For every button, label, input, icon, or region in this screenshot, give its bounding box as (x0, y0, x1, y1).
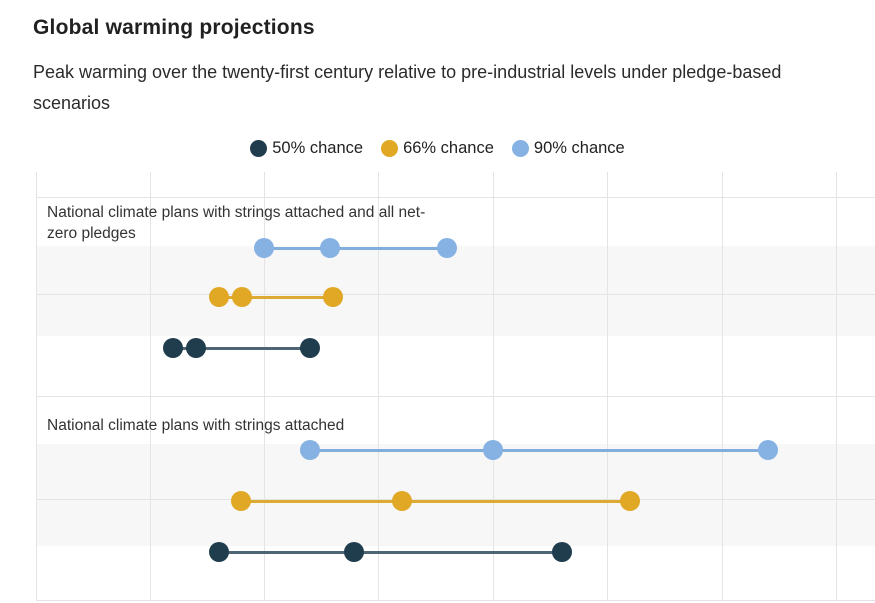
data-point (300, 440, 320, 460)
data-point (320, 238, 340, 258)
gridline-x (36, 172, 37, 600)
gridline-x (722, 172, 723, 600)
gridline-x (607, 172, 608, 600)
row-band (36, 246, 875, 336)
legend-dot-66-icon (381, 140, 399, 157)
legend: 50% chance 66% chance 90% chance (0, 139, 875, 158)
gridline-y (36, 396, 875, 397)
data-point (163, 338, 183, 358)
data-point (209, 287, 229, 307)
series-line (173, 346, 310, 350)
data-point (437, 238, 457, 258)
series-line (241, 499, 630, 503)
legend-label-66: 66% chance (403, 139, 494, 157)
chart-subtitle: Peak warming over the twenty-first centu… (33, 62, 782, 113)
gridline-x (264, 172, 265, 600)
gridline-x (150, 172, 151, 600)
data-point (552, 542, 572, 562)
data-point (483, 440, 503, 460)
gridline-y (36, 600, 875, 601)
data-point (344, 542, 364, 562)
data-point (300, 338, 320, 358)
data-point (392, 491, 412, 511)
legend-item-90-chance: 90% chance (511, 139, 625, 158)
chart-title: Global warming projections (33, 16, 315, 39)
gridline-x (836, 172, 837, 600)
series-line (219, 295, 333, 299)
group-label: National climate plans with strings atta… (47, 204, 426, 242)
gridline-x (493, 172, 494, 600)
data-point (231, 491, 251, 511)
row-band (36, 444, 875, 546)
group-label: National climate plans with strings atta… (47, 417, 345, 434)
legend-item-66-chance: 66% chance (381, 139, 494, 158)
data-point (758, 440, 778, 460)
data-point (186, 338, 206, 358)
data-point (254, 238, 274, 258)
data-point (323, 287, 343, 307)
gridline-y (36, 197, 875, 198)
legend-label-90: 90% chance (533, 139, 625, 157)
gridline-x (378, 172, 379, 600)
legend-dot-90-icon (511, 140, 529, 157)
data-point (232, 287, 252, 307)
data-point (620, 491, 640, 511)
legend-dot-50-icon (250, 140, 268, 157)
series-line (219, 550, 562, 554)
legend-label-50: 50% chance (272, 139, 364, 157)
series-line (264, 246, 447, 250)
data-point (209, 542, 229, 562)
gridline-y (36, 294, 875, 295)
legend-item-50-chance: 50% chance (250, 139, 363, 158)
series-line (310, 448, 768, 452)
